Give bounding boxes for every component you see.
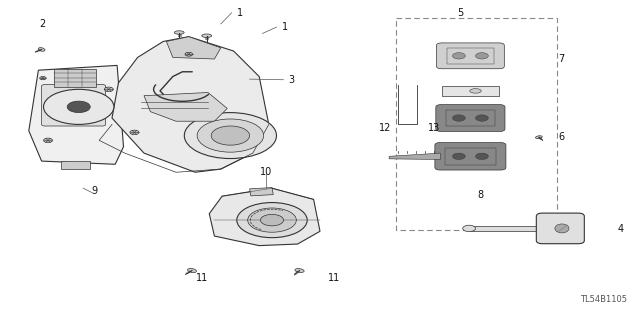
Text: 12: 12 bbox=[380, 122, 392, 133]
Circle shape bbox=[476, 115, 488, 121]
Ellipse shape bbox=[536, 136, 542, 138]
Circle shape bbox=[211, 126, 250, 145]
Ellipse shape bbox=[555, 224, 569, 233]
FancyBboxPatch shape bbox=[436, 105, 505, 131]
Bar bbox=[61, 161, 90, 169]
Circle shape bbox=[44, 89, 114, 124]
Text: 11: 11 bbox=[328, 272, 340, 283]
FancyBboxPatch shape bbox=[436, 43, 504, 69]
Circle shape bbox=[44, 138, 52, 143]
Text: 1: 1 bbox=[282, 22, 288, 32]
Text: 6: 6 bbox=[558, 132, 564, 142]
Ellipse shape bbox=[295, 269, 304, 272]
Circle shape bbox=[40, 77, 46, 80]
Circle shape bbox=[476, 153, 488, 160]
FancyBboxPatch shape bbox=[435, 143, 506, 170]
Circle shape bbox=[185, 52, 193, 56]
Polygon shape bbox=[209, 188, 320, 246]
Bar bbox=[447, 48, 494, 64]
Circle shape bbox=[452, 153, 465, 160]
Circle shape bbox=[476, 53, 488, 59]
Text: 2: 2 bbox=[40, 19, 46, 29]
Ellipse shape bbox=[202, 34, 212, 38]
Circle shape bbox=[260, 214, 284, 226]
Text: 7: 7 bbox=[558, 54, 564, 64]
FancyBboxPatch shape bbox=[42, 85, 106, 126]
Bar bbox=[470, 226, 544, 231]
Text: 1: 1 bbox=[237, 8, 243, 18]
Text: 13: 13 bbox=[428, 122, 440, 133]
Circle shape bbox=[452, 115, 465, 121]
Circle shape bbox=[197, 119, 264, 152]
Ellipse shape bbox=[174, 31, 184, 34]
Polygon shape bbox=[389, 153, 440, 160]
Text: 5: 5 bbox=[458, 8, 464, 18]
Text: 11: 11 bbox=[196, 272, 208, 283]
Bar bbox=[396, 18, 557, 230]
Circle shape bbox=[463, 225, 476, 232]
Polygon shape bbox=[29, 65, 124, 164]
FancyBboxPatch shape bbox=[536, 213, 584, 244]
Circle shape bbox=[237, 203, 307, 238]
Text: 10: 10 bbox=[259, 167, 272, 177]
Text: 8: 8 bbox=[477, 189, 483, 200]
Text: 9: 9 bbox=[92, 186, 98, 197]
Ellipse shape bbox=[470, 89, 481, 93]
Polygon shape bbox=[144, 93, 227, 121]
Bar bbox=[442, 86, 499, 96]
Bar bbox=[446, 110, 495, 126]
Circle shape bbox=[130, 130, 139, 135]
Polygon shape bbox=[250, 188, 273, 196]
Ellipse shape bbox=[188, 269, 196, 272]
Polygon shape bbox=[166, 37, 221, 59]
Circle shape bbox=[104, 87, 113, 92]
Bar bbox=[445, 148, 495, 165]
Circle shape bbox=[67, 101, 90, 113]
Polygon shape bbox=[112, 37, 269, 172]
Circle shape bbox=[184, 113, 276, 159]
Text: 4: 4 bbox=[618, 224, 624, 234]
Circle shape bbox=[248, 208, 296, 232]
Bar bbox=[54, 69, 96, 87]
Circle shape bbox=[452, 53, 465, 59]
Text: TL54B1105: TL54B1105 bbox=[580, 295, 627, 304]
Text: 3: 3 bbox=[288, 75, 294, 85]
Ellipse shape bbox=[38, 48, 45, 51]
